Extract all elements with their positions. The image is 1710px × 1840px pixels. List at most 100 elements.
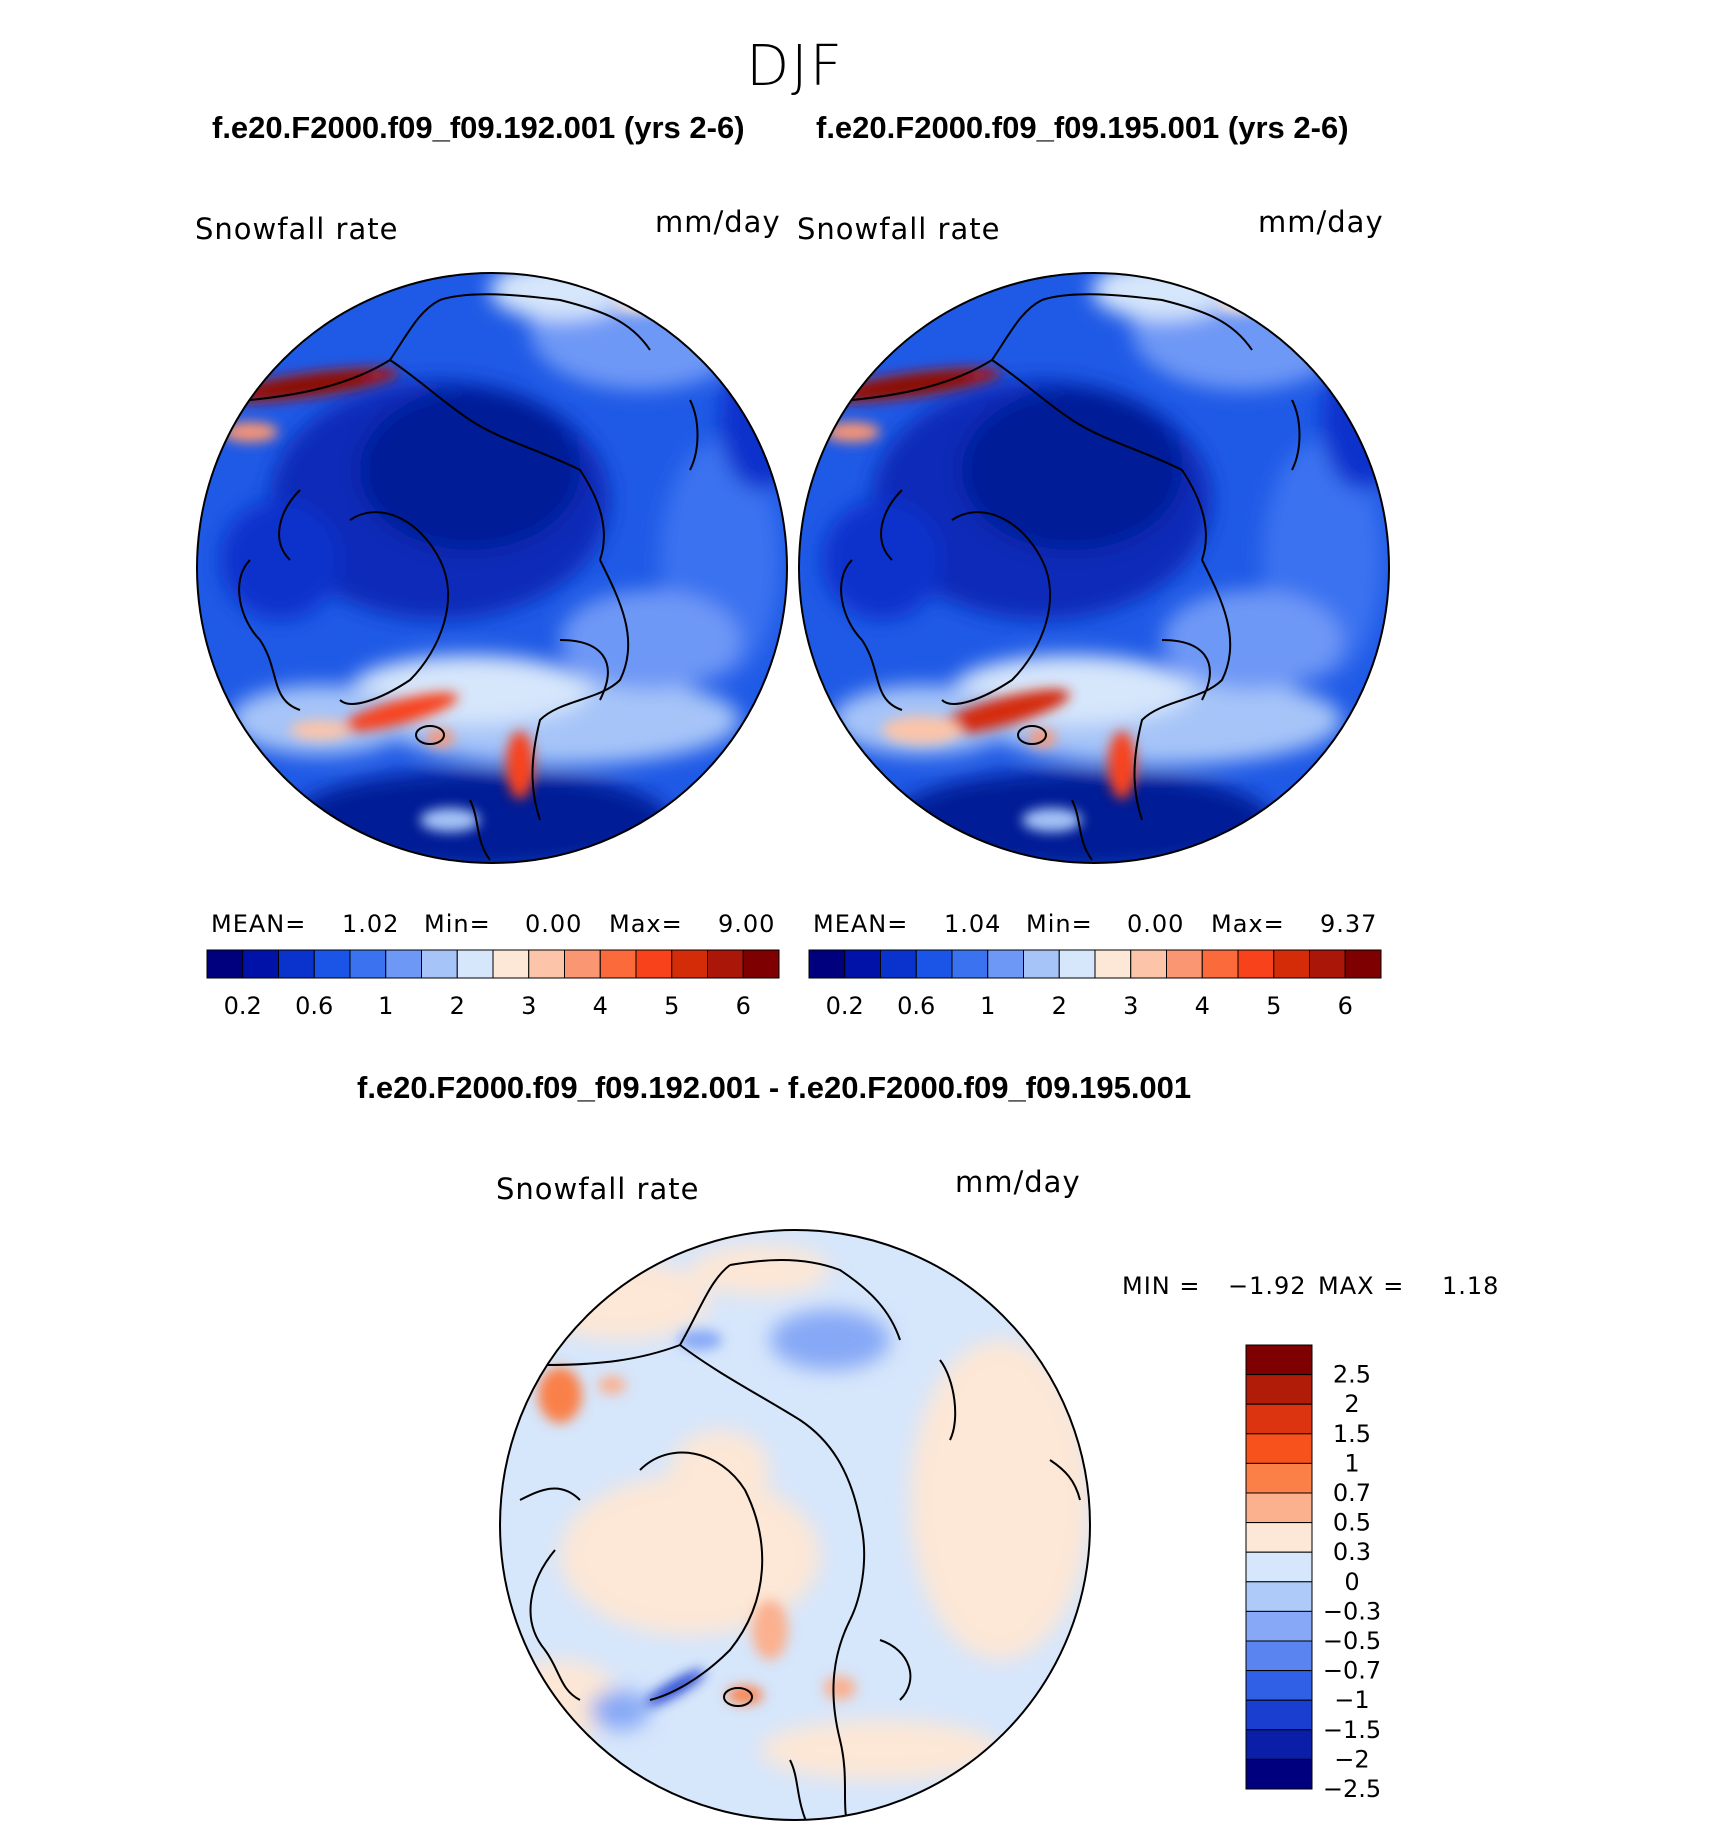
difference-colorbar-label: 0.5	[1333, 1509, 1371, 1537]
panel-2-colorbar-swatch	[1309, 949, 1346, 979]
panel-2-colorbar-swatch	[951, 949, 989, 979]
panel-1-colorbar-swatch	[421, 949, 458, 979]
difference-colorbar-label: 2	[1344, 1390, 1359, 1418]
panel-2-colorbar-label: 1	[980, 992, 995, 1020]
panel-1-variable: Snowfall rate	[195, 212, 399, 246]
panel-1-colorbar-swatch	[528, 949, 565, 979]
panel-2-colorbar-swatch	[915, 949, 953, 979]
panel-1-colorbar-swatch	[635, 949, 673, 979]
panel-1-colorbar-swatch	[278, 949, 315, 979]
difference-colorbar-label: −1.5	[1323, 1716, 1381, 1744]
panel-2-colorbar: 0.2 0.6 1 2 3 4 5 6	[808, 949, 1382, 1020]
panel-1-colorbar-label: 6	[736, 992, 751, 1020]
panel-2-min-label: Min=	[1026, 910, 1093, 938]
panel-1-colorbar-swatch	[671, 949, 708, 979]
panel-2-units: mm/day	[1258, 205, 1384, 239]
panel-2-colorbar-swatch	[808, 949, 846, 979]
difference-colorbar-swatch	[1245, 1699, 1313, 1731]
panel-1-colorbar-label: 1	[378, 992, 393, 1020]
difference-colorbar-swatch	[1245, 1462, 1313, 1494]
panel-1-colorbar-label: 2	[450, 992, 465, 1020]
panel-2-colorbar-swatch	[844, 949, 881, 979]
panel-2-colorbar-swatch	[1237, 949, 1275, 979]
panel-2-colorbar-swatch	[987, 949, 1024, 979]
panel-1-colorbar-swatch	[707, 949, 744, 979]
difference-colorbar-swatch	[1245, 1492, 1313, 1524]
panel-2-colorbar-label: 6	[1338, 992, 1353, 1020]
difference-colorbar-swatch	[1245, 1581, 1313, 1612]
panel-2-colorbar-swatch	[1166, 949, 1203, 979]
difference-colorbar-swatch	[1245, 1374, 1313, 1405]
panel-1-mean-value: 1.02	[342, 910, 400, 938]
panel-1-case-title: f.e20.F2000.f09_f09.192.001 (yrs 2-6)	[212, 110, 745, 145]
difference-colorbar-label: 2.5	[1333, 1361, 1371, 1389]
difference-colorbar-label: −0.7	[1323, 1657, 1381, 1685]
difference-colorbar-swatch	[1245, 1344, 1313, 1376]
panel-2-colorbar-swatch	[1130, 949, 1167, 979]
panel-2-mean-label: MEAN=	[813, 910, 909, 938]
panel-2-colorbar-swatch	[1023, 949, 1060, 979]
difference-colorbar-swatch	[1245, 1758, 1313, 1790]
panel-1-colorbar-swatch	[599, 949, 637, 979]
difference-colorbar-label: 1	[1344, 1449, 1359, 1477]
difference-colorbar-label: 1.5	[1333, 1420, 1371, 1448]
difference-colorbar-swatch	[1245, 1640, 1313, 1672]
panel-2-colorbar-swatch	[880, 949, 917, 979]
panel-1-colorbar-swatch	[564, 949, 601, 979]
difference-variable: Snowfall rate	[496, 1172, 700, 1206]
panel-1-colorbar: 0.2 0.6 1 2 3 4 5 6	[206, 949, 780, 1020]
panel-2-colorbar-swatch	[1344, 949, 1382, 979]
panel-1-map	[197, 273, 787, 863]
panel-2-colorbar-label: 0.6	[897, 992, 935, 1020]
panel-2-variable: Snowfall rate	[797, 212, 1001, 246]
panel-1-min-label: Min=	[424, 910, 491, 938]
difference-map	[500, 1230, 1090, 1820]
difference-min-label: MIN =	[1122, 1272, 1201, 1300]
panel-2-min-value: 0.00	[1127, 910, 1185, 938]
difference-max-value: 1.18	[1442, 1272, 1500, 1300]
panel-1-units: mm/day	[655, 205, 781, 239]
difference-min-value: −1.92	[1228, 1272, 1307, 1300]
panel-1-colorbar-swatch	[456, 949, 494, 979]
panel-2-colorbar-label: 2	[1052, 992, 1067, 1020]
difference-colorbar-label: −2	[1334, 1745, 1369, 1773]
panel-2-colorbar-label: 4	[1195, 992, 1210, 1020]
panel-1-colorbar-swatch	[492, 949, 530, 979]
difference-colorbar-label: 0.3	[1333, 1538, 1371, 1566]
panel-2-colorbar-label: 0.2	[826, 992, 864, 1020]
difference-units: mm/day	[955, 1165, 1081, 1199]
panel-2-colorbar-swatch	[1058, 949, 1096, 979]
panel-1-colorbar-swatch	[349, 949, 387, 979]
panel-1-mean-label: MEAN=	[211, 910, 307, 938]
panel-2-mean-value: 1.04	[944, 910, 1002, 938]
panel-2-colorbar-swatch	[1201, 949, 1239, 979]
difference-colorbar-label: −0.5	[1323, 1627, 1381, 1655]
panel-1-max-value: 9.00	[718, 910, 776, 938]
difference-colorbar-swatch	[1245, 1670, 1313, 1701]
difference-colorbar-label: 0	[1344, 1568, 1359, 1596]
difference-colorbar-swatch	[1245, 1610, 1313, 1642]
panel-1-colorbar-label: 0.2	[224, 992, 262, 1020]
panel-2-colorbar-label: 3	[1123, 992, 1138, 1020]
difference-colorbar-swatch	[1245, 1729, 1313, 1760]
panel-2-case-title: f.e20.F2000.f09_f09.195.001 (yrs 2-6)	[816, 110, 1349, 145]
panel-1-colorbar-label: 0.6	[295, 992, 333, 1020]
panel-1-colorbar-swatch	[742, 949, 780, 979]
panel-2-colorbar-label: 5	[1266, 992, 1281, 1020]
difference-colorbar-label: −1	[1334, 1686, 1369, 1714]
panel-2-map	[799, 273, 1389, 863]
difference-colorbar-label: 0.7	[1333, 1479, 1371, 1507]
panel-1-colorbar-swatch	[242, 949, 279, 979]
difference-colorbar-swatch	[1245, 1403, 1313, 1435]
difference-colorbar-swatch	[1245, 1522, 1313, 1553]
difference-colorbar-label: −0.3	[1323, 1597, 1381, 1625]
panel-2-colorbar-swatch	[1273, 949, 1310, 979]
panel-2-colorbar-swatch	[1094, 949, 1132, 979]
panel-1-min-value: 0.00	[525, 910, 583, 938]
panel-1-colorbar-swatch	[206, 949, 244, 979]
difference-title: f.e20.F2000.f09_f09.192.001 - f.e20.F200…	[357, 1070, 1192, 1105]
difference-colorbar: 2.521.510.70.50.30−0.3−0.5−0.7−1−1.5−2−2…	[1245, 1344, 1381, 1803]
panel-2-max-value: 9.37	[1320, 910, 1378, 938]
panel-1-colorbar-label: 3	[521, 992, 536, 1020]
